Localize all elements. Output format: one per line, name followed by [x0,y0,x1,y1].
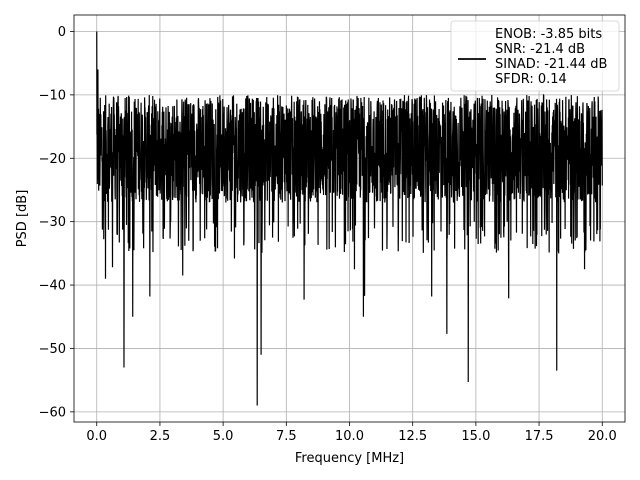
x-tick-label: 5.0 [213,429,234,444]
y-tick-label: −20 [39,152,66,167]
y-axis-label: PSD [dB] [15,190,30,248]
x-tick-label: 12.5 [398,429,427,444]
legend: ENOB: -3.85 bits SNR: -21.4 dB SINAD: -2… [450,20,620,92]
psd-series [96,31,603,406]
y-tick-label: −30 [39,215,66,230]
legend-snr: SNR: -21.4 dB [495,42,585,57]
y-tick-label: −10 [39,88,66,103]
x-axis-ticks: 0.0 2.5 5.0 7.5 10.0 12.5 15.0 17.5 20.0 [86,422,617,444]
x-axis-label: Frequency [MHz] [295,451,404,466]
x-tick-label: 20.0 [588,429,617,444]
psd-trace [96,31,603,406]
x-tick-label: 2.5 [150,429,171,444]
legend-box [450,20,620,92]
x-tick-label: 0.0 [86,429,107,444]
y-tick-label: −40 [39,279,66,294]
y-tick-label: 0 [58,25,66,40]
legend-enob: ENOB: -3.85 bits [495,27,602,42]
x-tick-label: 17.5 [525,429,554,444]
legend-sinad: SINAD: -21.44 dB [495,57,607,72]
x-tick-label: 10.0 [335,429,364,444]
x-tick-label: 7.5 [276,429,297,444]
legend-sfdr: SFDR: 0.14 [495,72,567,87]
y-tick-label: −60 [39,405,66,420]
x-tick-label: 15.0 [461,429,490,444]
y-tick-label: −50 [39,342,66,357]
y-axis-ticks: 0 −10 −20 −30 −40 −50 −60 [39,25,74,420]
